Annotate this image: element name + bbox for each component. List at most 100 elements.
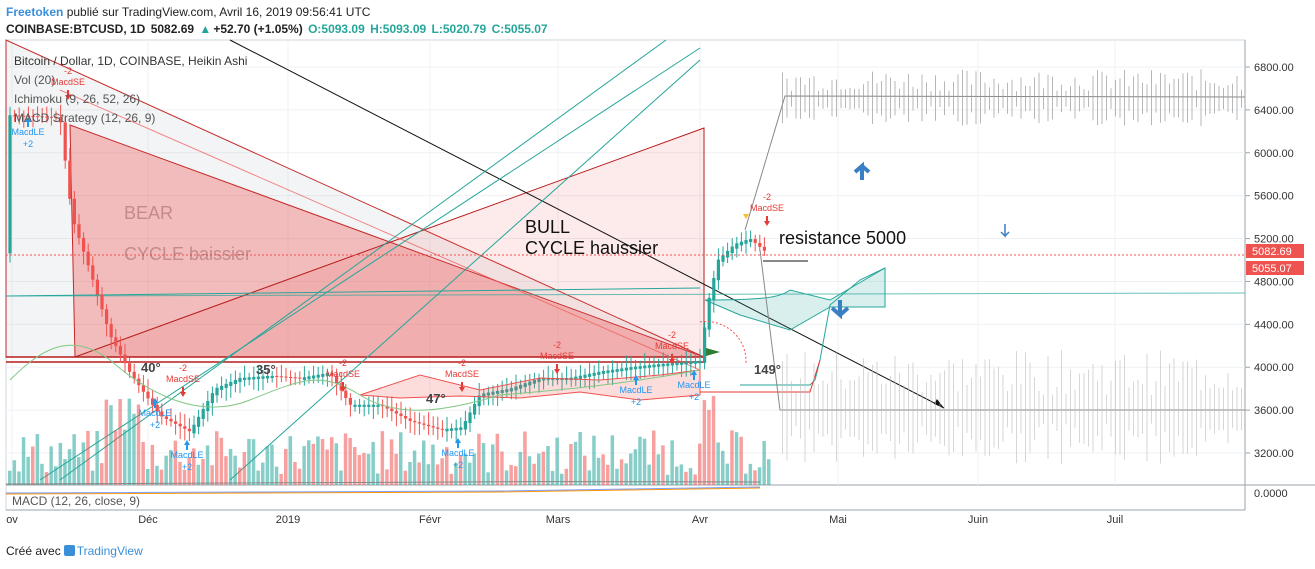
- volume-bar: [642, 438, 647, 485]
- volume-bar: [173, 440, 178, 485]
- candle-body: [634, 366, 638, 370]
- angle-arc: [699, 321, 747, 365]
- macd-le-label: MacdLE: [11, 127, 44, 137]
- volume-bar: [491, 444, 495, 485]
- volume-bar: [730, 430, 734, 485]
- volume-bar: [454, 462, 458, 485]
- volume-bar: [58, 442, 63, 485]
- candle-body: [367, 404, 371, 407]
- flag-icon: [706, 348, 720, 356]
- buy-arrow-icon: [184, 440, 190, 450]
- candle-body: [353, 404, 357, 407]
- volume-bar: [734, 432, 739, 485]
- candle-body: [59, 117, 63, 123]
- candle-body: [611, 369, 615, 373]
- macd-strategy-label[interactable]: MACD Strategy (12, 26, 9): [14, 111, 156, 125]
- volume-bar: [716, 442, 720, 485]
- candle-body: [739, 241, 743, 246]
- candle-body: [100, 294, 104, 310]
- candle-body: [238, 377, 242, 383]
- volume-bar: [665, 474, 670, 485]
- volume-bar: [40, 463, 44, 485]
- candle-body: [132, 371, 136, 379]
- candle-body: [17, 115, 21, 117]
- volume-bar: [445, 447, 449, 485]
- bear-cycle-label: CYCLE baissier: [124, 244, 251, 264]
- candle-body: [675, 362, 679, 366]
- low-value: L:5020.79: [431, 22, 487, 36]
- candle-body: [528, 381, 532, 386]
- volume-bar: [481, 443, 486, 485]
- volume-bar: [431, 444, 435, 485]
- ichimoku-indicator-label[interactable]: Ichimoku (9, 26, 52, 26): [14, 92, 141, 106]
- candle-body: [224, 383, 228, 388]
- candle-body: [514, 386, 518, 391]
- candle-body: [91, 265, 95, 280]
- volume-bar: [330, 437, 334, 485]
- volume-bar: [284, 448, 288, 485]
- volume-bar: [325, 449, 329, 485]
- candle-body: [459, 427, 463, 430]
- candle-body: [169, 418, 173, 422]
- fib-line-1: [59, 39, 667, 481]
- volume-bar: [95, 431, 99, 485]
- volume-bar: [270, 444, 274, 485]
- volume-bar: [67, 449, 72, 485]
- volume-bar: [601, 454, 605, 485]
- y-tick-label: 4000.00: [1254, 362, 1294, 374]
- candle-body: [289, 376, 293, 378]
- tradingview-link[interactable]: TradingView: [76, 544, 143, 558]
- volume-bar: [550, 470, 555, 485]
- publish-text: publié sur TradingView.com, Avril 16, 20…: [66, 5, 371, 19]
- volume-bar: [72, 434, 76, 485]
- candle-body: [758, 242, 762, 247]
- macd-se-label: MacdSE: [51, 77, 85, 87]
- candle-body: [693, 361, 697, 364]
- volume-bar: [762, 441, 766, 485]
- candle-body: [63, 122, 67, 161]
- volume-bar: [362, 453, 366, 485]
- volume-bar: [159, 469, 164, 485]
- candle-body: [8, 115, 12, 254]
- candle-body: [730, 246, 734, 254]
- volume-indicator-label[interactable]: Vol (20): [14, 73, 56, 87]
- volume-bar: [560, 473, 564, 485]
- candle-body: [422, 423, 426, 425]
- candle-body: [284, 376, 288, 378]
- volume-bar: [385, 469, 389, 485]
- candle-body: [440, 428, 444, 430]
- candle-body: [243, 377, 247, 381]
- candle-body: [606, 370, 610, 374]
- volume-bar: [357, 454, 362, 485]
- volume-bar: [265, 446, 270, 485]
- candle-body: [178, 423, 182, 427]
- volume-bar: [767, 459, 771, 485]
- volume-bar: [688, 468, 693, 485]
- candle-body: [399, 413, 403, 417]
- candle-body: [716, 259, 720, 281]
- candle-body: [509, 388, 513, 392]
- macd-le-label: MacdLE: [619, 385, 652, 395]
- up-arrow-icon: ▲: [199, 22, 212, 36]
- candle-body: [109, 324, 113, 338]
- volume-bar: [656, 454, 661, 485]
- author-name[interactable]: Freetoken: [6, 5, 64, 19]
- volume-bar: [527, 456, 532, 485]
- candle-body: [404, 416, 408, 419]
- series-title: Bitcoin / Dollar, 1D, COINBASE, Heikin A…: [14, 54, 248, 68]
- y-tick-label: 5600.00: [1254, 191, 1294, 203]
- candle-body: [339, 383, 343, 391]
- candle-body: [247, 377, 251, 380]
- volume-bar: [615, 468, 619, 485]
- volume-bar: [463, 453, 467, 485]
- volume-bar: [228, 448, 233, 485]
- change-value: +52.70 (+1.05%): [213, 22, 303, 36]
- macd-tick-label: 0.0000: [1254, 488, 1288, 500]
- volume-bar: [725, 463, 730, 485]
- volume-bar: [537, 453, 541, 485]
- candle-body: [335, 375, 339, 384]
- macd-le-label: MacdLE: [441, 448, 474, 458]
- volume-bar: [587, 470, 592, 485]
- volume-bar: [12, 460, 17, 485]
